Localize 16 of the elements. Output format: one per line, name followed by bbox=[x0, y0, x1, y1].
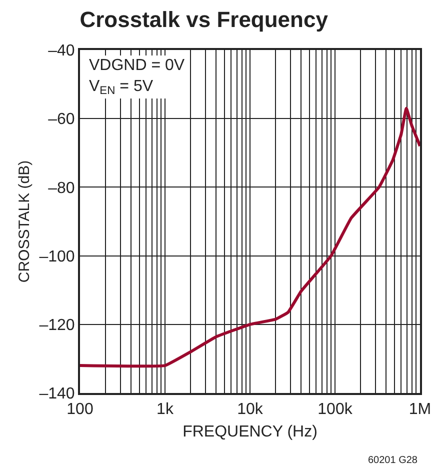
chart-title: Crosstalk vs Frequency bbox=[80, 7, 329, 32]
y-tick-label: –80 bbox=[48, 180, 75, 197]
x-axis-title: FREQUENCY (Hz) bbox=[182, 423, 318, 440]
y-axis-title: CROSSTALK (dB) bbox=[16, 160, 33, 283]
x-tick-label: 100k bbox=[318, 401, 354, 418]
y-tick-label: –60 bbox=[48, 111, 75, 128]
annotation: VDGND = 0V V$_{EN}$ = 5V bbox=[89, 57, 185, 98]
y-tick-label: –140 bbox=[39, 386, 75, 403]
x-tick-label: 100 bbox=[66, 401, 94, 418]
text: 60201 G28 bbox=[368, 455, 418, 466]
y-tick-label: –120 bbox=[39, 317, 75, 334]
x-tick-label: 10k bbox=[237, 401, 264, 418]
y-tick-label: –100 bbox=[39, 248, 75, 266]
x-tick-label: 1k bbox=[156, 401, 174, 418]
y-tick-label: –40 bbox=[48, 42, 75, 60]
x-tick-label: 1M bbox=[408, 401, 432, 418]
